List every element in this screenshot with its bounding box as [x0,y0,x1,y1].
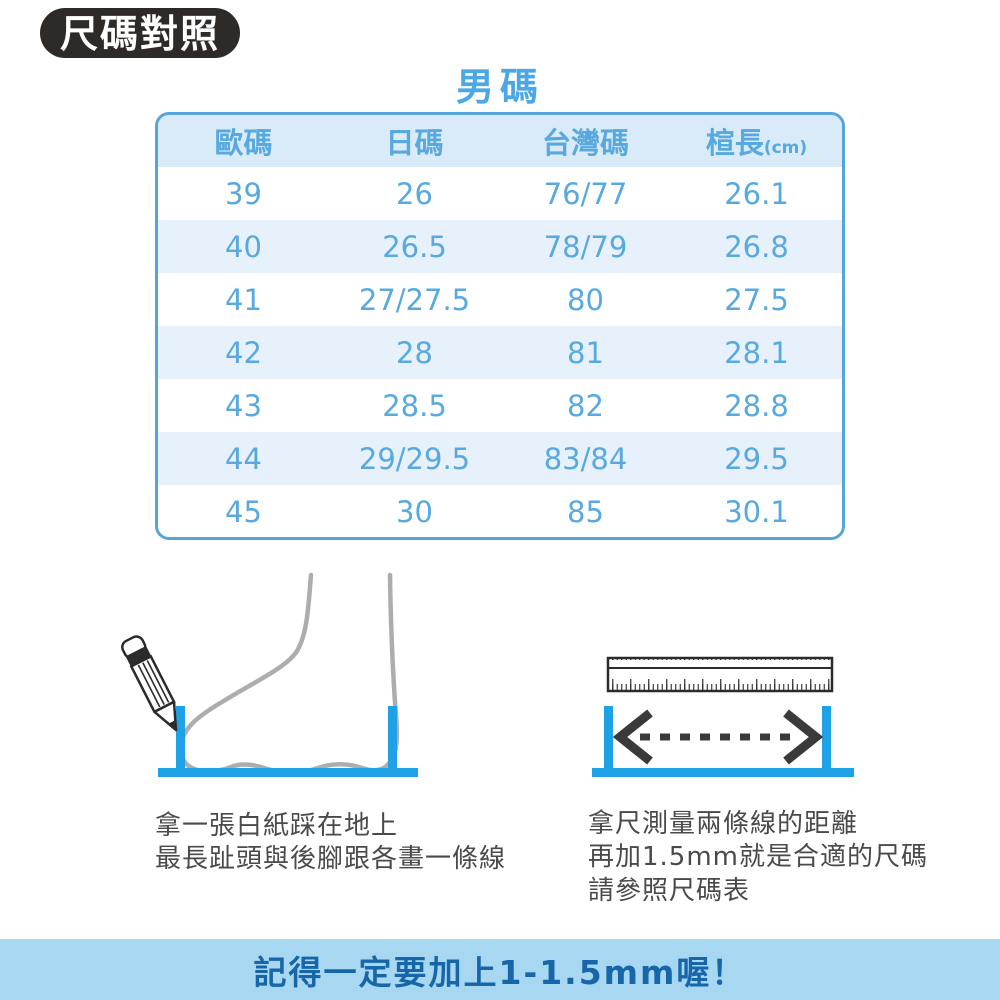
table-row: 45 30 85 30.1 [158,485,842,537]
toe-mark-line [176,706,185,772]
left-instruction-text: 拿一張白紙踩在地上 最長趾頭與後腳跟各畫一條線 [155,810,506,877]
table-row: 41 27/27.5 80 27.5 [158,273,842,326]
instruction-line: 最長趾頭與後腳跟各畫一條線 [155,844,507,875]
instruction-line: 請參照尺碼表 [588,875,751,906]
pencil-icon [121,635,178,732]
badge-label: 尺碼對照 [60,12,221,56]
ruler-measure-illustration [592,656,854,777]
table-row: 43 28.5 82 28.8 [158,379,842,432]
col-header-eu: 歐碼 [214,126,273,160]
right-mark-line [822,706,831,772]
foot-measure-illustration [121,572,418,777]
table-row: 44 29/29.5 83/84 29.5 [158,432,842,485]
instruction-line: 拿尺測量兩條線的距離 [588,809,859,839]
table-row: 39 26 76/77 26.1 [158,167,842,220]
heel-mark-line [388,706,397,772]
table-header-row: 歐碼 日碼 台灣碼 楦長(cm) [158,115,842,167]
reminder-banner: 記得一定要加上1-1.5mm喔！ [0,939,1000,1000]
instruction-line: 再加1.5mm就是合適的尺碼 [588,842,929,873]
size-comparison-badge: 尺碼對照 [40,8,241,58]
ground-baseline [592,768,854,777]
right-instruction-text: 拿尺測量兩條線的距離 再加1.5mm就是合適的尺碼 請參照尺碼表 [588,808,928,908]
size-table: 歐碼 日碼 台灣碼 楦長(cm) 39 26 76/77 26.1 40 26.… [158,115,842,537]
mens-size-title: 男碼 [455,65,544,109]
instruction-line: 拿一張白紙踩在地上 [155,811,399,841]
ruler-icon [606,656,834,693]
measure-arrow [612,709,824,765]
table-row: 40 26.5 78/79 26.8 [158,220,842,273]
left-mark-line [604,706,613,772]
unit-label: (cm) [763,138,808,158]
paper-baseline [158,768,418,777]
col-header-tw: 台灣碼 [541,126,629,160]
col-header-jp: 日碼 [385,126,444,160]
table-row: 42 28 81 28.1 [158,326,842,379]
reminder-text: 記得一定要加上1-1.5mm喔！ [253,952,747,992]
foot-outline [178,572,400,775]
col-header-last-length: 楦長(cm) [705,126,808,160]
size-table-container: 歐碼 日碼 台灣碼 楦長(cm) 39 26 76/77 26.1 40 26.… [155,112,845,540]
